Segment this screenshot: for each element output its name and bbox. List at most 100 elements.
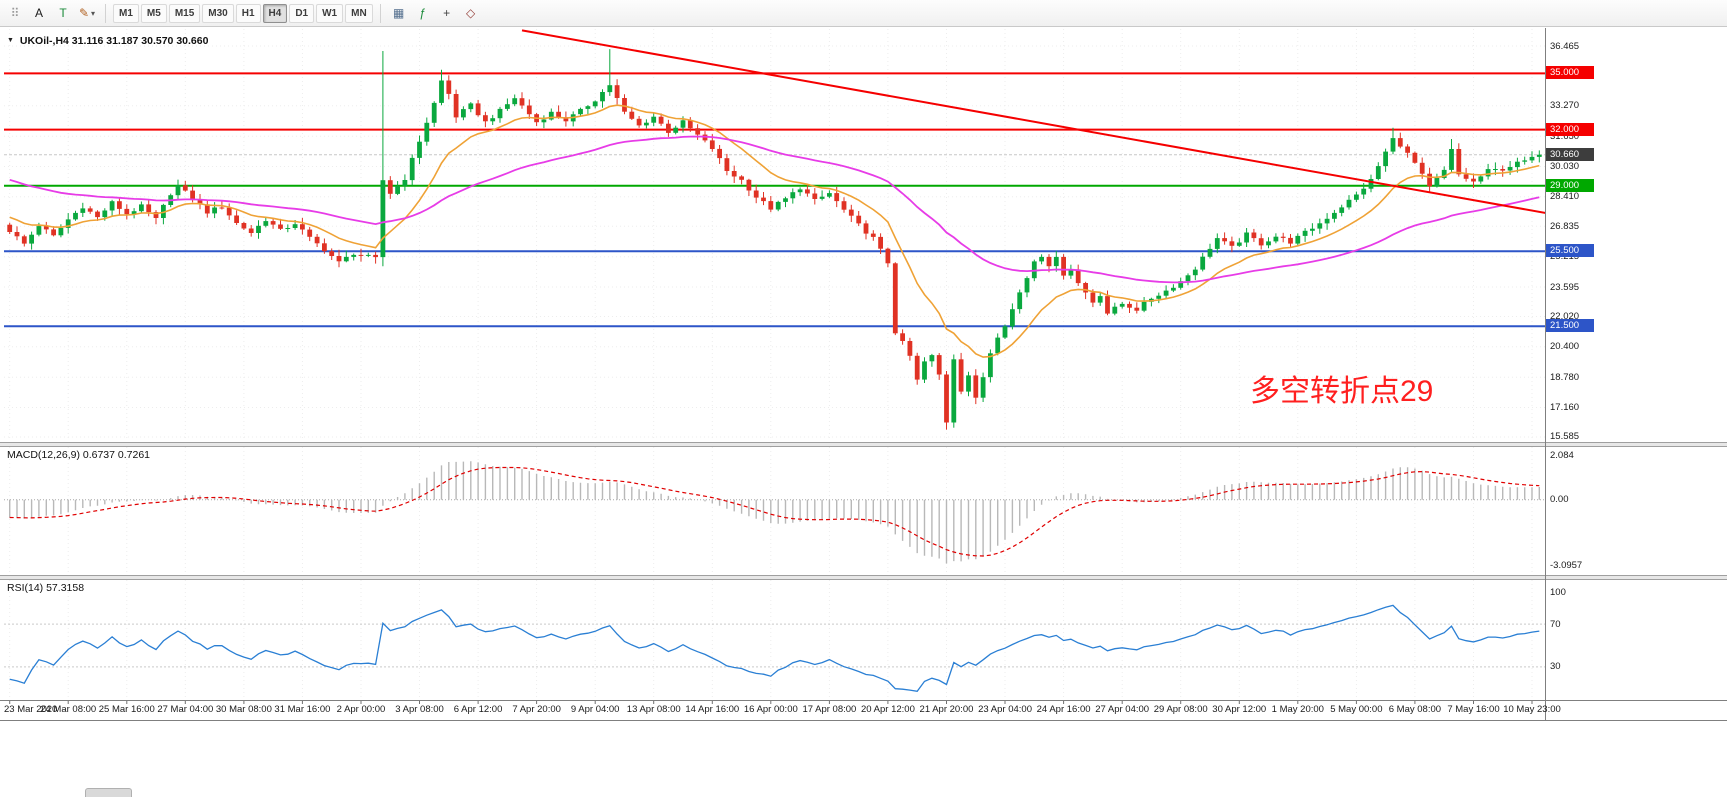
- time-axis-label: 10 May 23:00: [1503, 704, 1561, 715]
- price-label: 17.160: [1550, 402, 1580, 413]
- level-price-badge: 35.000: [1546, 66, 1594, 80]
- chart-tools-toolbar: ▦ ƒ + ◇: [387, 2, 483, 24]
- timeframe-m1[interactable]: M1: [113, 3, 139, 23]
- macd-indicator-label: MACD(12,26,9) 0.6737 0.7261: [7, 449, 151, 461]
- text-tool-icon[interactable]: T: [59, 6, 67, 20]
- candlesticks: [7, 49, 1542, 430]
- time-axis-label: 30 Mar 08:00: [215, 704, 272, 715]
- rsi-scale-label: 70: [1550, 618, 1561, 630]
- time-axis-label: 31 Mar 16:00: [274, 704, 331, 715]
- current-price-badge: 30.660: [1546, 147, 1594, 161]
- timeframe-h1[interactable]: H1: [235, 3, 261, 23]
- rsi-indicator-label: RSI(14) 57.3158: [7, 582, 85, 594]
- charts-grid-icon[interactable]: ▦: [393, 6, 405, 20]
- price-label: 18.780: [1550, 371, 1580, 383]
- time-axis-label: 30 Apr 12:00: [1212, 704, 1267, 715]
- time-axis-label: 17 Apr 08:00: [802, 704, 857, 715]
- time-axis-label: 6 Apr 12:00: [453, 704, 503, 715]
- dropdown-arrow-icon[interactable]: ▾: [91, 8, 96, 18]
- add-object-icon[interactable]: +: [443, 6, 451, 20]
- price-label: 20.400: [1550, 341, 1580, 353]
- bottom-strip: [0, 721, 1727, 797]
- macd-histogram: [9, 461, 1540, 564]
- rsi-scale-label: 30: [1550, 661, 1561, 673]
- price-label: 22.020: [1550, 310, 1580, 322]
- price-label: 36.465: [1550, 40, 1580, 52]
- toolbar-separator: [379, 3, 381, 23]
- window-splitter-rsi[interactable]: [0, 575, 1727, 580]
- timeframe-m15[interactable]: M15: [168, 3, 201, 23]
- time-axis-label: 29 Apr 08:00: [1153, 704, 1208, 715]
- macd-scale-label: 2.084: [1550, 450, 1574, 462]
- price-label: 33.270: [1550, 100, 1580, 112]
- toolbar: ⠿ A T ✎ ▾ M1 M5 M15 M30 H1 H4 D1 W1 MN ▦ ƒ + ◇: [0, 0, 1727, 27]
- price-axis-border: [1545, 28, 1546, 720]
- templates-icon[interactable]: ◇: [466, 6, 476, 20]
- chart-canvas[interactable]: [0, 28, 1545, 722]
- time-axis-label: 13 Apr 08:00: [626, 704, 681, 715]
- price-label: 30.030: [1550, 161, 1580, 172]
- time-axis-label: 27 Apr 04:00: [1095, 704, 1150, 715]
- rsi-line: [9, 604, 1540, 693]
- timeframe-h4[interactable]: H4: [262, 3, 288, 23]
- time-axis-label: 24 Apr 16:00: [1036, 704, 1091, 715]
- timeframe-m5[interactable]: M5: [140, 3, 167, 23]
- time-axis-label: 9 Apr 04:00: [570, 704, 620, 715]
- price-label: 28.410: [1550, 191, 1580, 203]
- chart-ohlc-values: 31.116 31.187 30.570 30.660: [71, 35, 209, 47]
- ma-fast-line[interactable]: [9, 104, 1540, 358]
- level-price-badge: 29.000: [1546, 178, 1594, 192]
- time-axis[interactable]: 23 Mar 2020 24 Mar 08:00 25 Mar 16:00 27 Ma…: [0, 701, 1727, 719]
- level-price-badge: 25.500: [1546, 244, 1594, 258]
- time-axis-label: 20 Apr 12:00: [860, 704, 915, 715]
- grid: [4, 29, 1545, 704]
- macd-signal-line: [9, 466, 1540, 557]
- descending-trendline[interactable]: [521, 29, 1545, 215]
- drawing-toolbar: ⠿ A T ✎ ▾: [3, 2, 99, 24]
- time-axis-label: 21 Apr 20:00: [919, 704, 974, 715]
- chart-symbol-period: UKOil-,H4: [19, 35, 69, 47]
- timeframe-w1[interactable]: W1: [316, 3, 344, 23]
- chart-title: ▼ UKOil-,H4 31.116 31.187 30.570 30.660: [7, 35, 208, 47]
- macd-scale-label: 0.00: [1550, 494, 1569, 506]
- chart-annotation-text[interactable]: 多空转折点29: [1250, 375, 1434, 408]
- ma-slow-line[interactable]: [9, 135, 1540, 284]
- bottom-panel-tab[interactable]: [85, 788, 132, 797]
- toolbar-separator: [105, 3, 106, 23]
- timeframe-d1[interactable]: D1: [289, 3, 315, 23]
- price-label: 26.835: [1550, 220, 1580, 232]
- time-axis-label: 25 Mar 16:00: [98, 704, 155, 715]
- time-axis-label: 7 May 16:00: [1447, 704, 1500, 715]
- time-axis-label: 23 Apr 04:00: [978, 704, 1032, 715]
- price-label: 23.595: [1550, 281, 1580, 293]
- price-scale[interactable]: 36.46533.27031.65030.03028.41026.83525.2…: [1546, 28, 1727, 700]
- rsi-scale-label: 100: [1550, 586, 1566, 598]
- time-axis-label: 14 Apr 16:00: [685, 704, 740, 715]
- timeframe-toolbar: M1 M5 M15 M30 H1 H4 D1 W1 MN: [112, 3, 374, 23]
- time-axis-label: 5 May 00:00: [1330, 704, 1383, 715]
- level-price-badge: 32.000: [1546, 122, 1594, 136]
- pencil-tool-icon[interactable]: ✎ ▾: [78, 6, 96, 20]
- macd-scale-label: -3.0957: [1550, 559, 1583, 571]
- toolbar-gripper-icon[interactable]: ⠿: [10, 6, 20, 20]
- price-label: 15.585: [1550, 431, 1580, 443]
- time-axis-label: 23 Mar 2020: [4, 704, 58, 715]
- timeframe-m30[interactable]: M30: [202, 3, 234, 23]
- time-axis-top-border: [0, 700, 1727, 701]
- price-label: 31.650: [1550, 130, 1580, 142]
- timeframe-mn[interactable]: MN: [345, 3, 373, 23]
- time-axis-bottom-border: [0, 720, 1727, 721]
- level-price-badge: 21.500: [1546, 319, 1594, 333]
- time-axis-label: 7 Apr 20:00: [512, 704, 561, 715]
- time-axis-label: 27 Mar 04:00: [157, 704, 214, 715]
- collapse-icon[interactable]: ▼: [7, 37, 14, 44]
- time-axis-label: 1 May 20:00: [1271, 704, 1324, 715]
- indicators-icon[interactable]: ƒ: [419, 6, 427, 20]
- time-axis-label: 24 Mar 08:00: [40, 704, 97, 715]
- time-axis-label: 2 Apr 00:00: [336, 704, 386, 715]
- time-axis-label: 3 Apr 08:00: [395, 704, 444, 715]
- window-splitter-macd[interactable]: [0, 442, 1727, 447]
- text-label-tool-icon[interactable]: A: [34, 6, 43, 20]
- time-axis-label: 16 Apr 00:00: [743, 704, 798, 715]
